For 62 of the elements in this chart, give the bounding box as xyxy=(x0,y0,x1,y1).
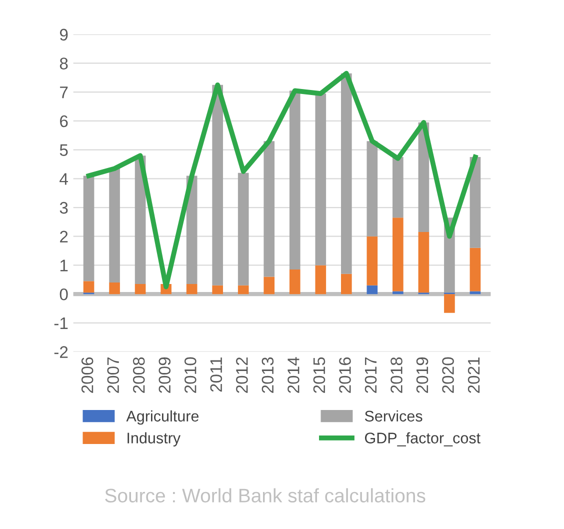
x-tick-label: 2011 xyxy=(210,357,222,392)
bar xyxy=(470,248,481,292)
bar xyxy=(366,141,378,236)
y-tick-label: 9 xyxy=(60,28,68,41)
y-tick-label: 7 xyxy=(60,86,68,98)
bar xyxy=(212,84,224,286)
x-tick-label: 2012 xyxy=(236,357,248,393)
bar xyxy=(212,285,224,294)
x-tick-label: 2015 xyxy=(313,357,326,393)
bar xyxy=(444,294,455,313)
y-tick-label: 4 xyxy=(60,173,68,185)
bar xyxy=(134,284,146,294)
bar xyxy=(289,270,300,294)
x-tick-label: 2010 xyxy=(184,357,196,393)
x-tick-label: 2006 xyxy=(81,357,94,393)
bar xyxy=(186,284,198,294)
bar xyxy=(392,218,404,292)
bar xyxy=(264,141,275,277)
bar xyxy=(238,285,249,294)
bar xyxy=(83,281,94,293)
y-tick-label: -1 xyxy=(54,318,68,329)
bar xyxy=(366,236,378,286)
bar xyxy=(366,285,378,294)
x-tick-label: 2021 xyxy=(468,357,480,393)
bar xyxy=(315,94,326,266)
legend-label: Industry xyxy=(128,432,181,446)
bar xyxy=(109,168,120,283)
legend-label: Services xyxy=(364,410,422,422)
x-tick-label: 2017 xyxy=(364,357,377,393)
y-tick-label: 0 xyxy=(60,288,68,300)
bar xyxy=(315,265,326,294)
source-note: Source : World Bank staf calculations xyxy=(105,488,426,502)
x-tick-label: 2019 xyxy=(416,357,428,393)
bar xyxy=(470,291,481,294)
y-tick-label: 8 xyxy=(60,58,68,70)
x-tick-label: 2018 xyxy=(390,357,402,393)
x-tick-label: 2009 xyxy=(158,357,171,393)
bar xyxy=(109,282,120,294)
x-tick-label: 2020 xyxy=(442,357,454,393)
y-tick-label: 5 xyxy=(60,144,68,156)
y-tick-label: 3 xyxy=(60,202,68,214)
bar xyxy=(289,90,300,270)
y-tick-label: 1 xyxy=(60,260,68,272)
bar xyxy=(340,274,352,294)
bar xyxy=(83,176,94,282)
x-tick-label: 2014 xyxy=(288,357,300,393)
bar xyxy=(340,73,352,274)
bar xyxy=(264,276,275,294)
y-tick-label: 2 xyxy=(60,230,68,242)
x-tick-label: 2016 xyxy=(339,357,351,393)
y-tick-label: 6 xyxy=(60,115,68,128)
bar xyxy=(392,291,404,294)
legend-label: Agriculture xyxy=(126,410,199,425)
x-tick-label: 2008 xyxy=(132,357,145,393)
line-series xyxy=(86,70,478,290)
bar xyxy=(418,232,430,293)
x-tick-label: 2013 xyxy=(262,357,274,393)
bar xyxy=(392,157,404,218)
legend-label: GDP_factor_cost xyxy=(365,432,480,446)
bar xyxy=(238,172,249,286)
x-tick-label: 2007 xyxy=(107,357,120,393)
y-tick-label: -2 xyxy=(54,346,68,358)
